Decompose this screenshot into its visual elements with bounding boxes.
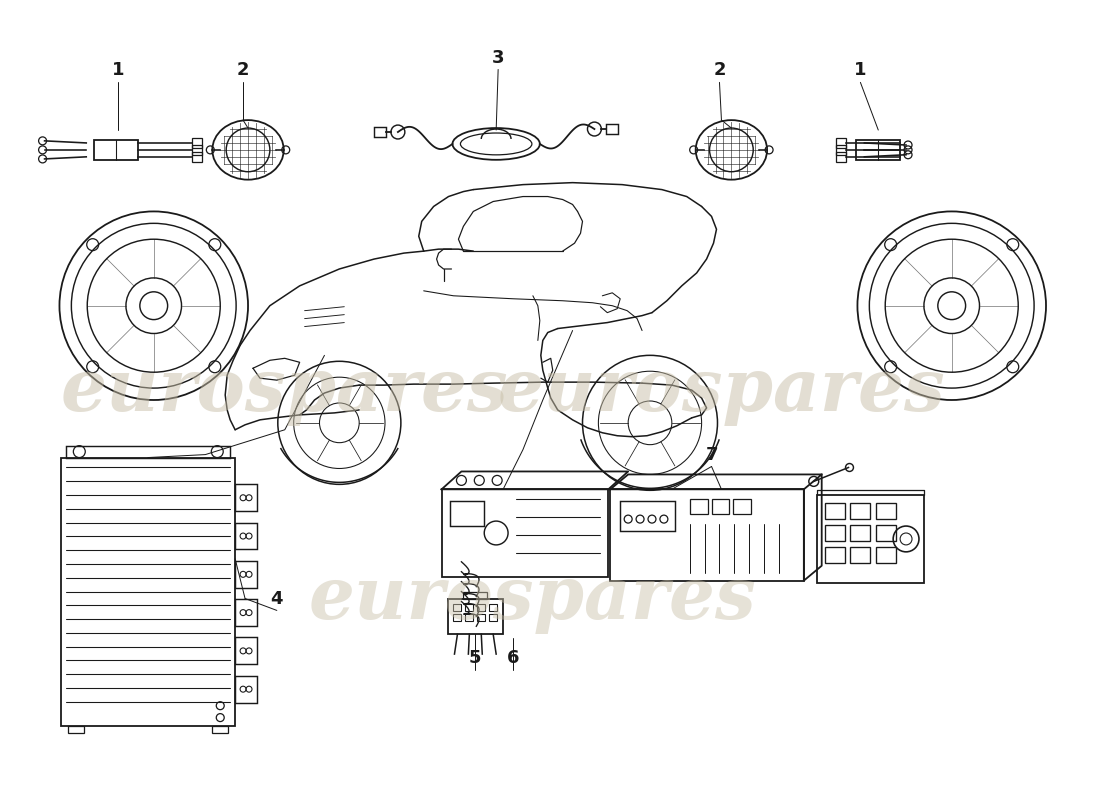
Text: 1: 1 [112,62,124,79]
Bar [374,127,386,137]
Bar [877,547,896,562]
Bar [212,726,228,734]
Text: 2: 2 [236,62,250,79]
Text: 4: 4 [271,590,283,607]
Bar [465,614,473,622]
Bar [192,145,202,155]
Text: 3: 3 [492,49,505,66]
Bar [850,547,870,562]
Bar [465,605,473,611]
Bar [850,525,870,541]
Bar [441,490,608,577]
Bar [235,561,257,588]
Bar [690,499,707,514]
Bar [235,599,257,626]
Bar [825,503,845,519]
Bar [877,503,896,519]
Text: 1: 1 [855,62,867,79]
Bar [450,502,484,526]
Bar [877,525,896,541]
Text: 5: 5 [469,649,482,667]
Bar [477,614,485,622]
Text: eurospares: eurospares [60,354,508,426]
Bar [712,499,729,514]
Text: 6: 6 [507,649,519,667]
Bar [463,591,487,599]
Bar [235,522,257,550]
Bar [825,547,845,562]
Bar [453,614,461,622]
Bar [192,152,202,162]
Bar [453,605,461,611]
Bar [235,676,257,702]
Bar [490,605,497,611]
Text: eurospares: eurospares [497,354,945,426]
Bar [235,638,257,664]
Bar [816,495,924,582]
Bar [836,145,846,155]
Text: 7: 7 [705,446,718,463]
Bar [825,525,845,541]
Bar [610,490,804,581]
Bar [68,726,85,734]
Bar [66,446,230,458]
Bar [620,502,674,531]
Text: 2: 2 [713,62,726,79]
Bar [836,138,846,148]
Bar [448,598,503,634]
Bar [95,140,138,160]
Bar [490,614,497,622]
Text: eurospares: eurospares [309,563,757,634]
Bar [606,124,618,134]
Bar [850,503,870,519]
Bar [836,152,846,162]
Bar [857,140,900,160]
Bar [235,484,257,511]
Bar [62,458,235,726]
Bar [734,499,751,514]
Bar [477,605,485,611]
Bar [192,138,202,148]
